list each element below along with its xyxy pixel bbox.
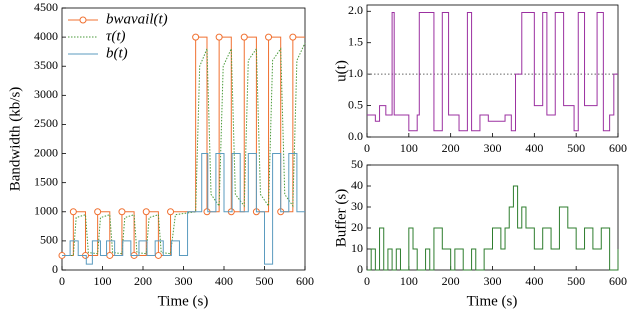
y-tick-label: 0: [357, 262, 363, 276]
y-axis-label: u(t): [333, 60, 349, 82]
x-tick-label: 400: [525, 141, 543, 155]
x-tick-label: 0: [364, 274, 370, 288]
y-tick-label: 0.0: [348, 129, 363, 143]
marker: [94, 208, 102, 216]
x-tick-label: 0: [59, 274, 65, 288]
series-line: [62, 153, 305, 265]
y-axis-label: Bandwidth (kb/s): [7, 87, 23, 192]
marker: [192, 33, 200, 41]
y-tick-label: 50: [351, 157, 363, 171]
y-tick-label: 3000: [34, 87, 58, 101]
marker: [154, 251, 162, 259]
marker: [106, 251, 114, 259]
x-tick-label: 300: [484, 274, 502, 288]
x-tick-label: 100: [400, 274, 418, 288]
x-tick-label: 300: [484, 141, 502, 155]
x-tick-label: 600: [296, 274, 314, 288]
x-axis-label: Time (s): [467, 293, 518, 309]
y-tick-label: 0.5: [348, 97, 363, 111]
marker: [167, 208, 175, 216]
x-tick-label: 600: [609, 274, 627, 288]
y-tick-label: 3500: [34, 58, 58, 72]
x-tick-label: 200: [134, 274, 152, 288]
x-tick-label: 500: [567, 141, 585, 155]
y-tick-label: 4000: [34, 29, 58, 43]
y-tick-label: 4500: [34, 0, 58, 14]
y-tick-label: 2000: [34, 145, 58, 159]
series-line: [62, 36, 305, 256]
series-line: [367, 185, 619, 271]
y-tick-label: 30: [351, 199, 363, 213]
marker: [265, 33, 273, 41]
x-tick-label: 500: [256, 274, 274, 288]
x-tick-label: 500: [567, 274, 585, 288]
marker: [240, 33, 248, 41]
x-tick-label: 400: [215, 274, 233, 288]
series-line: [367, 12, 618, 132]
legend-label: bwavail(t): [106, 11, 168, 27]
marker: [142, 208, 150, 216]
x-tick-label: 600: [609, 141, 627, 155]
x-tick-label: 100: [94, 274, 112, 288]
y-tick-label: 2500: [34, 116, 58, 130]
marker: [69, 208, 77, 216]
y-tick-label: 1000: [34, 204, 58, 218]
y-tick-label: 40: [351, 178, 363, 192]
marker: [289, 33, 297, 41]
y-tick-label: 10: [351, 241, 363, 255]
legend-label: τ(t): [106, 28, 126, 44]
y-tick-label: 1.0: [348, 66, 363, 80]
x-axis-label: Time (s): [158, 293, 209, 309]
y-tick-label: 1500: [34, 174, 58, 188]
x-tick-label: 300: [175, 274, 193, 288]
legend-marker: [79, 16, 87, 24]
x-tick-label: 200: [442, 141, 460, 155]
series-line: [62, 42, 306, 256]
x-tick-label: 100: [400, 141, 418, 155]
y-axis-label: Buffer (s): [333, 189, 349, 247]
plot-frame: [366, 4, 619, 138]
y-tick-label: 0: [52, 262, 58, 276]
x-tick-label: 400: [525, 274, 543, 288]
y-tick-label: 20: [351, 220, 363, 234]
y-tick-label: 500: [40, 233, 58, 247]
marker: [118, 208, 126, 216]
y-tick-label: 2.0: [348, 3, 363, 17]
x-tick-label: 200: [442, 274, 460, 288]
marker: [215, 33, 223, 41]
plot-frame: [366, 164, 619, 271]
x-tick-label: 0: [364, 141, 370, 155]
y-tick-label: 1.5: [348, 34, 363, 48]
legend-label: b(t): [106, 45, 128, 61]
